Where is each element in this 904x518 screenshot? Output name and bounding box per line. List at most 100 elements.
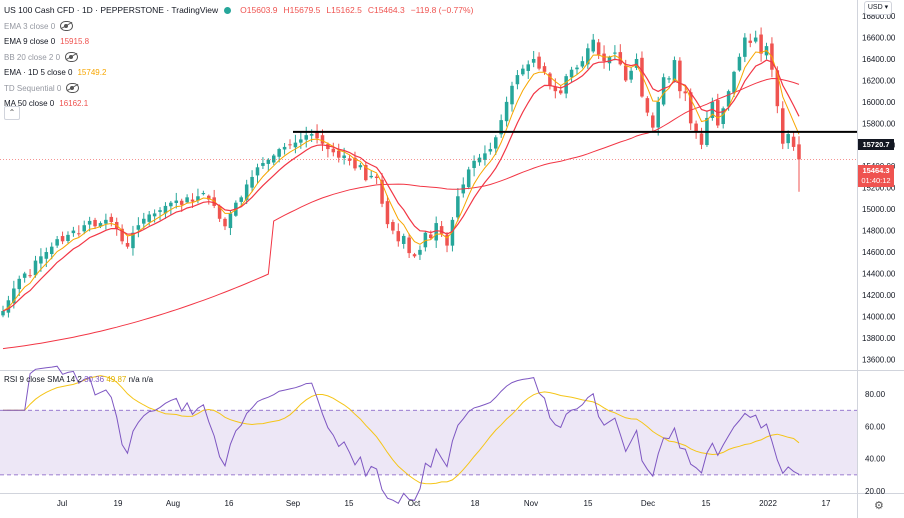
candle-body — [228, 213, 233, 229]
price-axis-tick: 13800.00 — [862, 334, 896, 343]
price-axis-tick: 14600.00 — [862, 248, 896, 257]
ohlc-low: L15162.5 — [326, 5, 362, 15]
candle-body — [640, 57, 644, 97]
candle-body — [531, 58, 536, 63]
candle-body — [651, 115, 655, 128]
ohlc-high: H15679.5 — [283, 5, 321, 15]
candle-body — [28, 275, 32, 277]
candle-body — [326, 144, 330, 150]
candle-body — [179, 200, 184, 205]
hidden-eye-icon[interactable] — [66, 83, 80, 94]
candle-body — [434, 223, 438, 241]
indicator-td-sequential[interactable]: TD Sequential 0 — [4, 81, 473, 97]
rsi-label[interactable]: RSI 9 close SMA 14 2 — [4, 375, 82, 384]
candle-body — [347, 158, 352, 161]
candle-body — [239, 197, 244, 202]
hidden-eye-icon[interactable] — [60, 21, 74, 32]
candle-body — [726, 91, 731, 107]
candle-body — [315, 132, 319, 139]
candle-body — [418, 249, 422, 255]
candle-body — [185, 197, 189, 203]
candle-body — [586, 48, 590, 65]
candle-body — [152, 213, 157, 217]
candle-body — [217, 205, 222, 219]
time-axis-tick: 18 — [471, 499, 480, 508]
candle-body — [753, 37, 758, 42]
candle-body — [564, 76, 568, 94]
candle-body — [190, 199, 195, 202]
candle-body — [380, 179, 384, 204]
candle-body — [721, 108, 725, 125]
candle-body — [104, 219, 108, 224]
candle-body — [466, 169, 471, 188]
candle-body — [169, 202, 173, 207]
price-axis-tick: 16800.00 — [862, 12, 896, 21]
candle-body — [494, 137, 498, 149]
candle-body — [374, 176, 379, 179]
price-axis-tick: 15800.00 — [862, 119, 896, 128]
candle-body — [596, 42, 601, 55]
candle-body — [786, 134, 790, 144]
candle-body — [412, 254, 417, 257]
candle-body — [109, 216, 114, 222]
candle-body — [12, 288, 16, 304]
rsi-sma-line — [3, 375, 800, 485]
indicator-bb20[interactable]: BB 20 close 2 0 — [4, 50, 473, 66]
candle-body — [93, 219, 97, 227]
indicator-ema3[interactable]: EMA 3 close 0 — [4, 19, 473, 35]
candle-body — [510, 85, 514, 105]
candle-body — [688, 92, 693, 124]
candle-body — [499, 120, 503, 135]
candle-body — [542, 66, 547, 72]
candle-body — [255, 167, 260, 176]
indicator-ema5[interactable]: EMA · 1D 5 close 0 15749.2 — [4, 68, 107, 77]
candle-body — [223, 218, 227, 227]
candle-body — [22, 273, 27, 278]
rsi-axis-tick: 40.00 — [865, 455, 886, 464]
candle-body — [55, 239, 59, 246]
currency-selector[interactable]: USD ▾ — [864, 1, 892, 15]
candle-body — [174, 200, 179, 203]
candle-body — [299, 139, 303, 143]
price-axis-tick: 13600.00 — [862, 355, 896, 364]
candle-body — [131, 232, 135, 249]
candle-body — [266, 159, 271, 164]
candle-body — [277, 149, 281, 157]
candle-body — [407, 237, 411, 254]
candle-body — [780, 108, 785, 144]
indicator-ema9[interactable]: EMA 9 close 0 15915.8 — [4, 37, 90, 46]
candle-body — [580, 61, 585, 67]
price-axis-tick: 14000.00 — [862, 312, 896, 321]
candle-body — [391, 222, 395, 231]
candle-body — [320, 135, 325, 144]
price-axis-tick: 16400.00 — [862, 55, 896, 64]
hidden-eye-icon[interactable] — [65, 52, 79, 63]
price-axis-tick: 15000.00 — [862, 205, 896, 214]
last-price-tag: 15464.3 01:40:12 — [858, 165, 894, 187]
candle-body — [331, 148, 336, 153]
ohlc-open: O15603.9 — [240, 5, 278, 15]
time-axis-tick: Sep — [286, 499, 301, 508]
time-axis-tick: Oct — [408, 499, 421, 508]
candle-body — [364, 164, 368, 181]
candle-body — [6, 300, 11, 313]
candle-body — [44, 252, 49, 259]
indicator-ma50[interactable]: MA 50 close 0 16162.1 — [4, 99, 89, 108]
candle-body — [33, 260, 38, 276]
candle-body — [699, 133, 704, 145]
symbol-title[interactable]: US 100 Cash CFD · 1D · PEPPERSTONE · Tra… — [4, 5, 219, 15]
candle-body — [336, 150, 341, 158]
candle-body — [429, 234, 433, 239]
collapse-legend-button[interactable]: ⌃ — [4, 106, 20, 120]
settings-gear-icon[interactable]: ⚙ — [874, 500, 884, 512]
candle-body — [147, 214, 151, 222]
candle-body — [759, 34, 763, 54]
candle-body — [163, 205, 168, 214]
candle-body — [401, 235, 406, 244]
candle-body — [282, 146, 287, 150]
price-axis-tick: 15200.00 — [862, 184, 896, 193]
candle-body — [575, 67, 579, 70]
candle-body — [645, 98, 650, 113]
price-axis-tick: 14400.00 — [862, 269, 896, 278]
